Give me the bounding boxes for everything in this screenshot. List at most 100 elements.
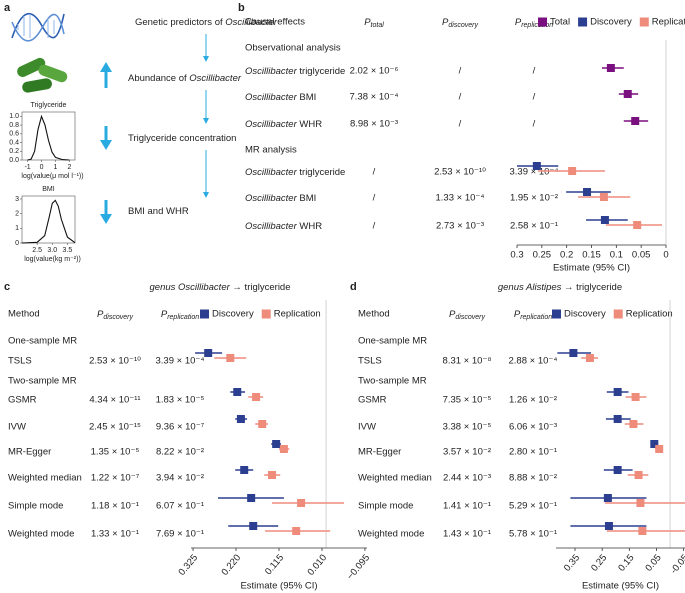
row-label: Oscillibacter WHR	[245, 119, 322, 130]
point-estimate	[613, 466, 622, 474]
column-header-part: replication	[520, 314, 552, 321]
legend-swatch	[613, 309, 623, 319]
p-value: 6.07 × 10⁻¹	[156, 501, 204, 512]
density-curve	[21, 199, 76, 244]
row-label: Weighted mode	[358, 529, 424, 540]
p-value: 7.35 × 10⁻⁵	[443, 395, 492, 406]
x-tick-label: 0	[40, 164, 44, 171]
y-tick-label: 1	[15, 225, 19, 232]
p-value: 2.53 × 10⁻¹⁰	[434, 167, 486, 178]
p-value: 5.78 × 10⁻¹	[509, 529, 557, 540]
x-tick-label: 0.220	[220, 552, 244, 577]
legend-swatch	[639, 17, 649, 27]
y-tick-label: 0	[15, 240, 19, 247]
p-value: /	[459, 119, 462, 130]
y-tick-label: 1.0	[9, 113, 19, 120]
row-label: Oscillibacter triglyceride	[245, 167, 345, 178]
arrows	[100, 34, 209, 224]
point-estimate	[631, 393, 640, 401]
row-label-part: BMI	[297, 92, 317, 103]
point-estimate	[585, 354, 594, 362]
point-estimate	[240, 466, 249, 474]
panel-title: genus Alistipes → triglyceride	[498, 282, 622, 293]
x-tick-label: 0.25	[589, 552, 609, 573]
x-tick-label: 0.115	[263, 552, 286, 577]
row-label-part: Oscillibacter	[245, 193, 298, 204]
y-tick-label: 3	[15, 196, 19, 203]
column-header: Pdiscovery	[442, 17, 478, 30]
point-estimate	[569, 349, 578, 357]
p-value: 1.33 × 10⁻¹	[91, 529, 139, 540]
point-estimate	[233, 388, 242, 396]
column-header-part: replication	[521, 22, 553, 29]
point-estimate	[532, 162, 541, 170]
p-value: /	[373, 167, 376, 178]
p-value: 2.02 × 10⁻⁶	[350, 66, 399, 77]
point-estimate	[600, 216, 609, 224]
p-value: 8.88 × 10⁻²	[509, 473, 557, 484]
x-axis-label: log(value(kg m⁻²))	[24, 256, 81, 263]
p-value: 7.38 × 10⁻⁴	[350, 92, 399, 103]
p-value: 1.26 × 10⁻²	[509, 395, 557, 406]
plot-frame	[21, 111, 76, 161]
p-value: /	[373, 221, 376, 232]
step-text: Genetic predictors of Oscillibacter	[135, 17, 278, 28]
panel-title-part: Alistipes	[525, 282, 562, 293]
point-estimate	[247, 494, 256, 502]
p-value: 3.38 × 10⁻⁵	[443, 422, 492, 433]
p-value: 3.39 × 10⁻⁴	[510, 167, 559, 178]
point-estimate	[634, 471, 643, 479]
point-estimate	[655, 445, 664, 453]
column-header-part: discovery	[103, 314, 133, 321]
step-text-part: Oscillibacter	[189, 73, 242, 84]
p-value: 2.58 × 10⁻¹	[510, 221, 558, 232]
section-title: MR analysis	[245, 145, 297, 156]
step-text-part: Genetic predictors of	[135, 17, 225, 28]
point-estimate	[638, 527, 647, 535]
row-label: Simple mode	[8, 501, 63, 512]
legend-swatch	[538, 17, 547, 27]
section-title: Two-sample MR	[358, 376, 427, 387]
row-label: Simple mode	[358, 501, 413, 512]
x-tick-label: 3.5	[63, 247, 73, 254]
legend-label: Total	[550, 17, 570, 28]
column-header-part: P	[449, 309, 456, 320]
point-estimate	[623, 90, 632, 98]
row-label: TSLS	[358, 356, 382, 367]
column-header-part: P	[515, 17, 522, 28]
p-value: 5.29 × 10⁻¹	[509, 501, 557, 512]
column-header-part: P	[442, 17, 449, 28]
row-label: Weighted median	[8, 473, 82, 484]
point-estimate	[613, 388, 622, 396]
x-tick-label: -1	[24, 164, 30, 171]
point-estimate	[279, 445, 288, 453]
column-header-part: total	[371, 22, 385, 29]
column-header-part: P	[161, 309, 168, 320]
x-tick-label: 0.1	[610, 250, 623, 261]
x-tick-label: -0.05	[669, 552, 685, 576]
y-tick-label: 0.2	[9, 148, 19, 155]
row-label-part: WHR	[297, 221, 322, 232]
point-estimate	[226, 354, 235, 362]
row-label-part: triglyceride	[297, 66, 346, 77]
x-axis-label: Estimate (95% CI)	[582, 581, 659, 592]
row-label: Weighted median	[358, 473, 432, 484]
panel-label: b	[238, 2, 245, 14]
y-tick-label: 2	[15, 210, 19, 217]
column-header-part: P	[364, 17, 371, 28]
bacteria-icon	[17, 57, 68, 93]
panel-title-part: genus	[150, 282, 179, 293]
header-title: Causal effects	[245, 17, 305, 28]
panel-title-part: genus	[498, 282, 526, 293]
point-estimate	[629, 420, 638, 428]
x-tick-label: 0.05	[643, 552, 663, 573]
p-value: /	[533, 66, 536, 77]
point-estimate	[633, 221, 642, 229]
row-label-part: BMI	[297, 193, 317, 204]
p-value: 1.22 × 10⁻⁷	[91, 473, 140, 484]
legend-swatch	[200, 309, 209, 319]
plot-frame	[21, 195, 76, 244]
column-header: Pdiscovery	[449, 309, 485, 322]
row-label: Oscillibacter BMI	[245, 193, 316, 204]
